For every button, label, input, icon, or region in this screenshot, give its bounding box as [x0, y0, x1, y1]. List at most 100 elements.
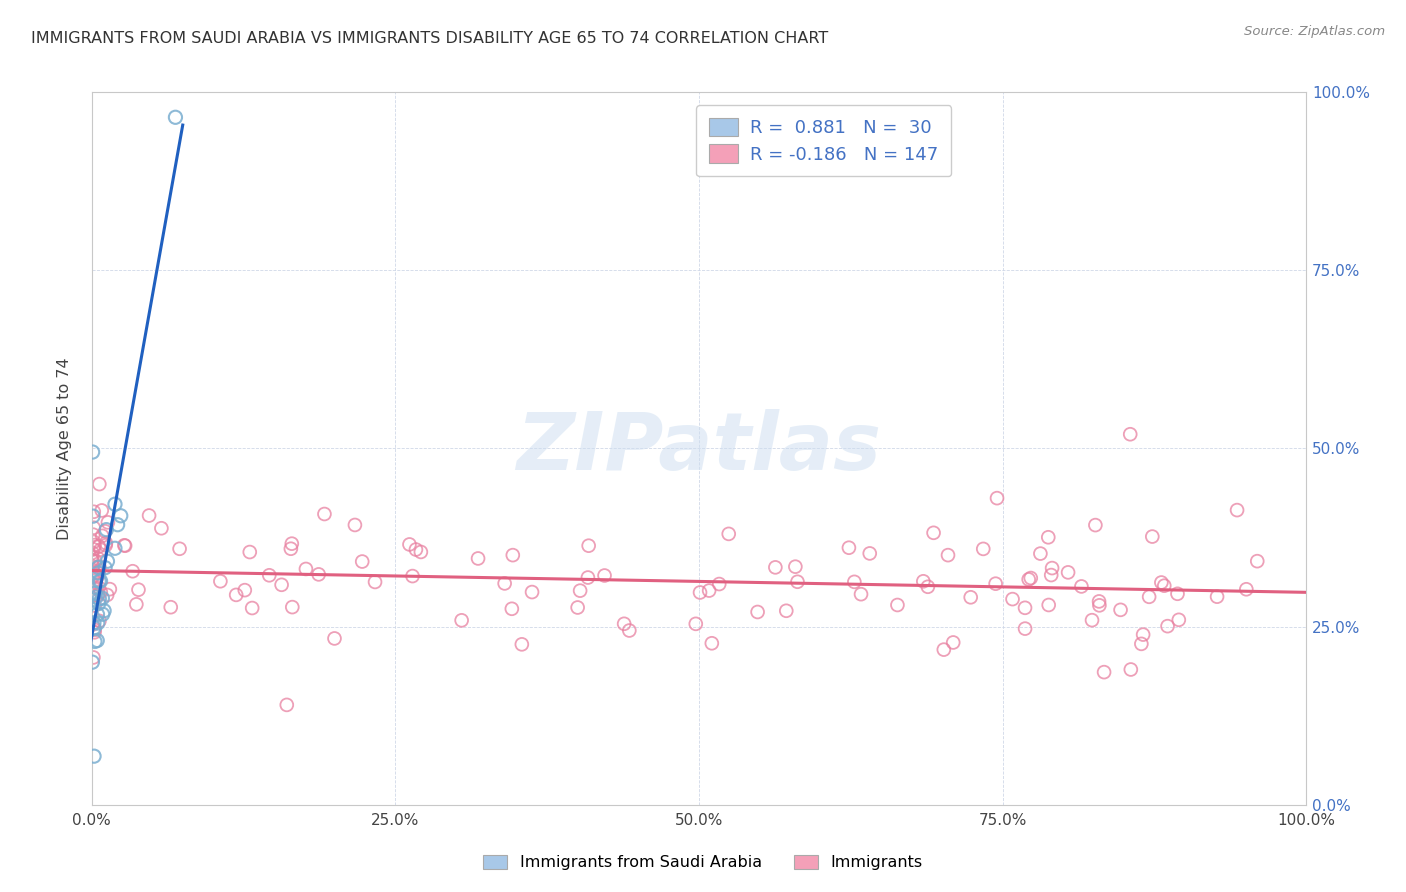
Point	[94, 560, 117, 574]
Point	[972, 541, 994, 556]
Point	[1057, 566, 1080, 580]
Point	[1246, 554, 1268, 568]
Point	[917, 580, 939, 594]
Point	[398, 537, 420, 551]
Point	[104, 497, 127, 511]
Legend: Immigrants from Saudi Arabia, Immigrants: Immigrants from Saudi Arabia, Immigrants	[477, 848, 929, 877]
Point	[138, 508, 160, 523]
Point	[494, 576, 516, 591]
Point	[83, 586, 105, 600]
Point	[94, 536, 117, 550]
Point	[613, 616, 636, 631]
Point	[1234, 582, 1257, 597]
Point	[94, 524, 117, 539]
Point	[510, 637, 533, 651]
Point	[709, 577, 731, 591]
Point	[82, 592, 104, 607]
Point	[82, 650, 104, 665]
Point	[1038, 530, 1060, 544]
Point	[82, 527, 104, 541]
Point	[82, 509, 104, 524]
Point	[97, 516, 120, 530]
Point	[87, 581, 110, 595]
Point	[838, 541, 860, 555]
Point	[1226, 503, 1249, 517]
Point	[689, 585, 711, 599]
Point	[91, 529, 114, 543]
Point	[1130, 637, 1153, 651]
Point	[89, 591, 111, 606]
Point	[281, 536, 304, 550]
Point	[80, 553, 103, 567]
Point	[89, 614, 111, 628]
Point	[281, 600, 304, 615]
Point	[83, 621, 105, 635]
Point	[86, 633, 108, 648]
Point	[84, 634, 107, 648]
Point	[83, 534, 105, 549]
Point	[96, 588, 118, 602]
Point	[1040, 568, 1063, 582]
Point	[90, 542, 112, 557]
Point	[308, 567, 330, 582]
Point	[91, 607, 114, 622]
Point	[87, 551, 110, 566]
Point	[295, 562, 318, 576]
Point	[912, 574, 935, 589]
Point	[93, 604, 115, 618]
Point	[87, 597, 110, 611]
Point	[98, 582, 121, 596]
Point	[785, 559, 807, 574]
Point	[1167, 613, 1189, 627]
Point	[82, 589, 104, 603]
Point	[90, 503, 112, 517]
Point	[1081, 613, 1104, 627]
Point	[280, 541, 302, 556]
Point	[239, 545, 262, 559]
Point	[121, 564, 143, 578]
Point	[450, 613, 472, 627]
Point	[593, 568, 616, 582]
Point	[159, 600, 181, 615]
Point	[83, 574, 105, 588]
Point	[936, 548, 959, 562]
Point	[986, 491, 1008, 505]
Point	[82, 559, 104, 574]
Point	[82, 445, 104, 459]
Point	[80, 549, 103, 563]
Point	[84, 582, 107, 596]
Text: ZIPatlas: ZIPatlas	[516, 409, 882, 488]
Point	[114, 539, 136, 553]
Point	[844, 574, 866, 589]
Point	[501, 602, 523, 616]
Point	[112, 538, 135, 552]
Point	[578, 539, 600, 553]
Point	[576, 570, 599, 584]
Point	[1206, 590, 1229, 604]
Point	[364, 574, 387, 589]
Point	[700, 636, 723, 650]
Point	[1109, 603, 1132, 617]
Point	[619, 624, 641, 638]
Point	[1119, 427, 1142, 442]
Point	[959, 591, 981, 605]
Text: Source: ZipAtlas.com: Source: ZipAtlas.com	[1244, 25, 1385, 38]
Point	[90, 585, 112, 599]
Point	[1014, 622, 1036, 636]
Point	[86, 566, 108, 580]
Point	[82, 553, 104, 567]
Point	[82, 570, 104, 584]
Point	[1137, 590, 1160, 604]
Point	[110, 508, 132, 523]
Point	[87, 566, 110, 580]
Point	[83, 623, 105, 637]
Point	[685, 616, 707, 631]
Point	[343, 518, 366, 533]
Point	[82, 542, 104, 557]
Point	[401, 569, 423, 583]
Point	[1014, 600, 1036, 615]
Point	[96, 523, 118, 537]
Point	[259, 568, 281, 582]
Point	[82, 617, 104, 632]
Point	[104, 541, 127, 556]
